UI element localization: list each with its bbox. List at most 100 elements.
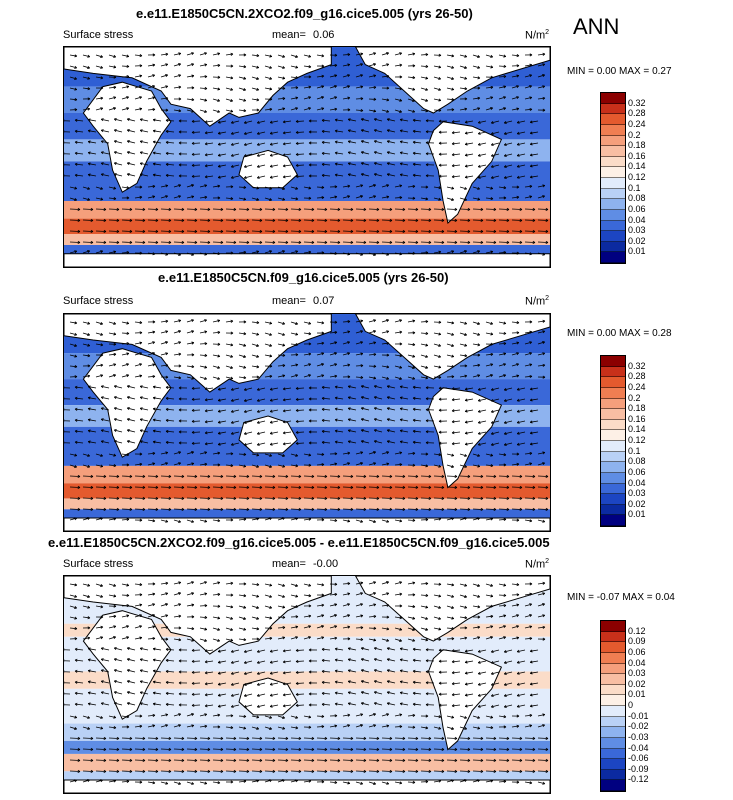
land-mass [82,610,172,720]
ocean-band [64,740,550,754]
colorbar-label: 0.32 [628,97,646,108]
colorbar-label: -0.01 [628,710,649,721]
colorbar-label: 0.06 [628,646,646,657]
land-mass [64,517,550,531]
land-mass [64,47,332,127]
colorbar-label: 0.06 [628,466,646,477]
colorbar-label: 0.2 [628,392,641,403]
land-mass [82,348,172,458]
colorbar-swatch [601,387,625,399]
colorbar-swatch [601,156,625,168]
colorbar-swatch [601,209,625,221]
panel-3-variable: Surface stress [63,558,134,570]
colorbar-swatch [601,377,625,388]
colorbar-label: 0.03 [628,668,646,679]
panel-1-colorbar: 0.32 0.28 0.24 0.2 0.18 0.16 0.14 0.12 0.1 0.08 0.… [600,92,690,264]
colorbar-swatch [601,146,625,157]
colorbar-label: 0.08 [628,193,646,204]
land-mass [238,677,298,716]
colorbar-swatch [601,483,625,495]
ocean-band [64,498,550,510]
colorbar-label: 0.18 [628,140,646,151]
colorbar-label: -0.09 [628,763,649,774]
panel-1-title: e.e11.E1850C5CN.2XCO2.f09_g16.cice5.005 … [136,6,473,21]
colorbar-swatch [601,252,625,263]
land-mass [355,47,550,114]
panel-1-units: N/m2 [525,29,550,42]
colorbar-swatch [601,199,625,210]
ocean-band [64,483,550,499]
colorbar-swatch [601,780,625,791]
colorbar-swatch [601,652,625,664]
colorbar-label: 0.12 [628,172,646,182]
land-mass [427,387,503,489]
colorbar-label: 0.04 [628,657,646,668]
colorbar-label: 0.01 [628,509,646,520]
panel-3-title: e.e11.E1850C5CN.2XCO2.f09_g16.cice5.005 … [48,535,550,550]
colorbar-label: 0.12 [628,625,646,636]
colorbar-swatch [601,759,625,770]
stress-vectors [64,319,549,523]
colorbar-label: 0.01 [628,689,646,700]
colorbar-label: 0.12 [628,435,646,445]
panel-3-minmax: MIN = -0.07 MAX = 0.04 [567,592,675,603]
colorbar-swatch [601,663,625,675]
colorbar-swatch [601,430,625,441]
colorbar-swatch [601,441,625,452]
colorbar-swatch [601,231,625,242]
colorbar-label: -0.12 [628,774,649,785]
colorbar-swatch [601,135,625,147]
colorbar-swatch [601,188,625,200]
colorbar-swatch [601,769,625,781]
colorbar-swatch [601,419,625,431]
colorbar-label: 0.04 [628,214,646,225]
colorbar-label: 0.2 [628,129,641,140]
colorbar-label: 0.03 [628,488,646,499]
land-mass [64,779,550,793]
colorbar-label: 0 [628,700,634,710]
panel-2-map [63,313,551,532]
colorbar-label: 0.28 [628,371,646,382]
colorbar-swatch [601,494,625,505]
colorbar-swatch [601,621,625,632]
colorbar-label: 0.01 [628,246,646,257]
land-mass [238,149,298,189]
colorbar-swatch [601,706,625,717]
colorbar-swatch [601,356,625,367]
ocean-band [64,671,550,689]
panel-3-colorbar: 0.12 0.09 0.06 0.04 0.03 0.02 0.01 0 -0.01 -0.02-… [600,620,690,792]
panel-1-variable: Surface stress [63,29,134,41]
colorbar-swatch [601,409,625,420]
colorbar-swatch [601,727,625,738]
ocean-band [64,465,550,484]
panel-3-units: N/m2 [525,558,550,571]
colorbar-label: 0.18 [628,403,646,414]
colorbar-swatch [601,504,625,516]
colorbar-label: 0.16 [628,413,646,424]
colorbar-label: 0.16 [628,150,646,161]
colorbar-label: 0.24 [628,381,646,392]
colorbar-swatch [601,451,625,463]
colorbar-swatch [601,631,625,643]
panel-2-mean: mean= 0.07 [272,295,334,307]
colorbar-swatch [601,241,625,253]
colorbar-swatch [601,167,625,178]
stress-vectors [64,52,549,256]
colorbar-label: 0.03 [628,225,646,236]
colorbar-label: 0.04 [628,477,646,488]
colorbar-swatch [601,737,625,749]
colorbar-label: -0.03 [628,731,649,742]
season-label: ANN [573,14,620,39]
panel-2-colorbar: 0.32 0.28 0.24 0.2 0.18 0.16 0.14 0.12 0.1 0.08 0.… [600,355,690,527]
colorbar-label: 0.1 [628,182,641,193]
colorbar-swatch [601,220,625,232]
colorbar-swatch [601,114,625,125]
land-mass [427,649,503,751]
panel-3-mean: mean= -0.00 [272,558,338,570]
colorbar-label: 0.32 [628,360,646,371]
colorbar-label: 0.08 [628,456,646,467]
colorbar-label: 0.02 [628,678,646,689]
panel-1-minmax: MIN = 0.00 MAX = 0.27 [567,66,672,77]
colorbar-label: 0.28 [628,108,646,119]
panel-3-map [63,575,551,794]
